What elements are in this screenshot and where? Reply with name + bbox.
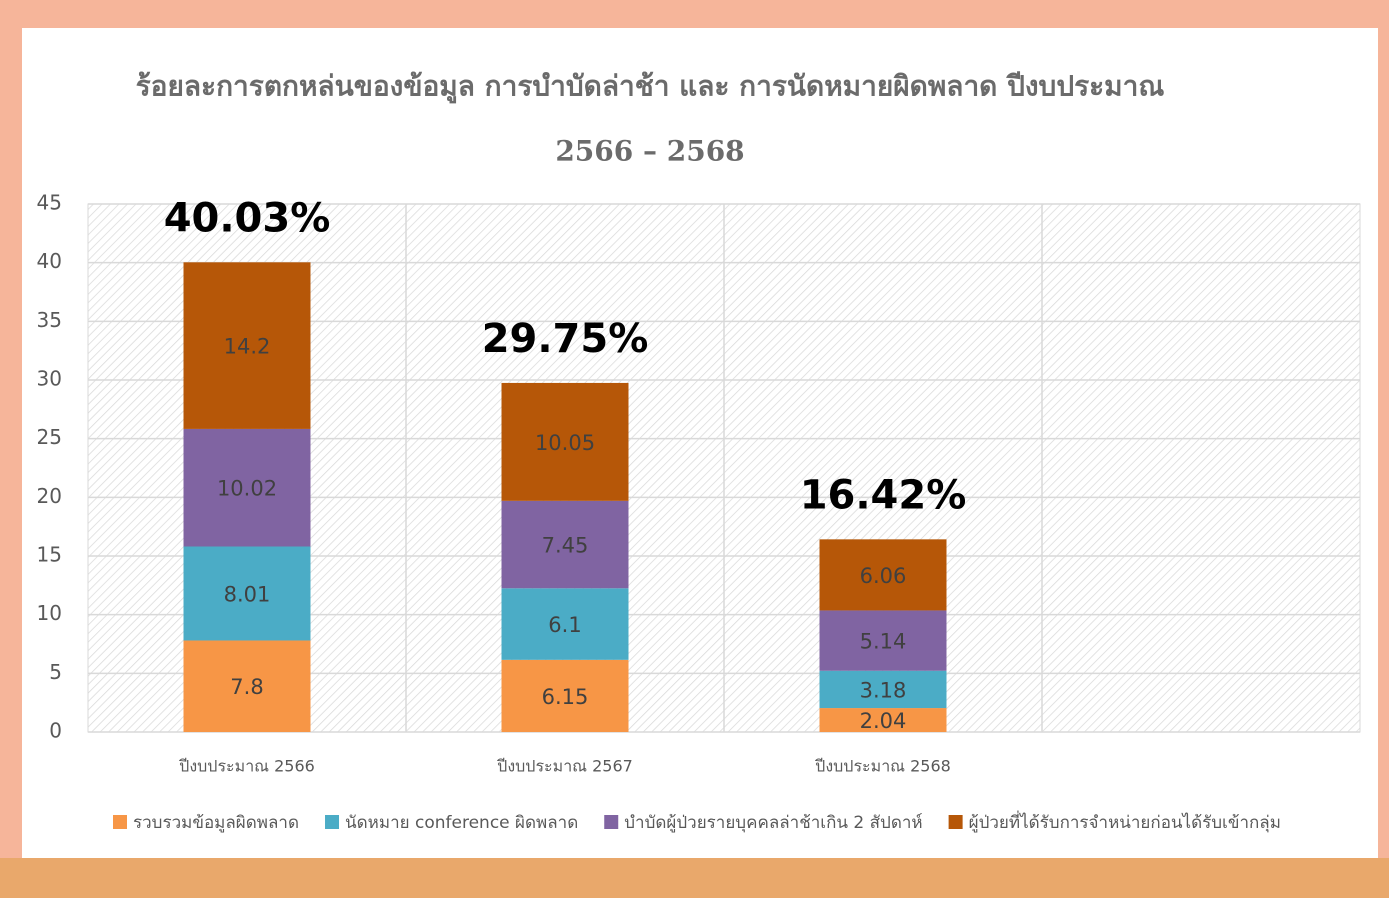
y-tick-label: 30 <box>37 367 62 391</box>
y-tick-label: 5 <box>49 660 62 684</box>
data-label: 6.1 <box>548 613 581 637</box>
data-label: 6.06 <box>860 564 907 588</box>
legend-label: นัดหมาย conference ผิดพลาด <box>345 813 578 833</box>
legend-label: รวบรวมข้อมูลผิดพลาด <box>133 813 299 833</box>
data-label: 14.2 <box>224 335 271 359</box>
background-strip <box>0 858 1389 898</box>
chart-title: 2566 – 2568 <box>555 135 744 168</box>
x-tick-label: ปีงบประมาณ 2568 <box>815 757 951 776</box>
data-label: 7.45 <box>542 534 589 558</box>
data-label: 8.01 <box>224 582 271 606</box>
data-label: 7.8 <box>230 675 263 699</box>
legend-label: ผู้ป่วยที่ได้รับการจำหน่ายก่อนได้รับเข้า… <box>969 810 1281 833</box>
chart-title: ร้อยละการตกหล่นของข้อมูล การบำบัดล่าช้า … <box>136 70 1165 104</box>
total-label: 40.03% <box>164 195 331 241</box>
y-tick-label: 45 <box>37 191 62 215</box>
legend-label: บำบัดผู้ป่วยรายบุคคลล่าช้าเกิน 2 สัปดาห์ <box>624 813 922 833</box>
data-label: 2.04 <box>860 709 907 733</box>
y-tick-label: 35 <box>37 308 62 332</box>
legend-swatch <box>325 815 339 829</box>
legend-swatch <box>604 815 618 829</box>
chart: ร้อยละการตกหล่นของข้อมูล การบำบัดล่าช้า … <box>0 0 1389 898</box>
x-tick-label: ปีงบประมาณ 2567 <box>497 757 633 776</box>
legend-swatch <box>949 815 963 829</box>
data-label: 5.14 <box>860 630 907 654</box>
data-label: 6.15 <box>542 685 589 709</box>
total-label: 29.75% <box>482 316 649 362</box>
y-tick-label: 15 <box>37 543 62 567</box>
y-tick-label: 0 <box>49 719 62 743</box>
data-label: 10.05 <box>535 431 595 455</box>
total-label: 16.42% <box>800 472 967 518</box>
data-label: 3.18 <box>860 678 907 702</box>
x-tick-label: ปีงบประมาณ 2566 <box>179 757 315 776</box>
y-tick-label: 40 <box>37 249 62 273</box>
page: {"chart_data": { "type": "stacked_bar", … <box>0 0 1389 898</box>
legend-swatch <box>113 815 127 829</box>
y-tick-label: 20 <box>37 484 62 508</box>
data-label: 10.02 <box>217 477 277 501</box>
y-tick-label: 25 <box>37 425 62 449</box>
y-tick-label: 10 <box>37 601 62 625</box>
